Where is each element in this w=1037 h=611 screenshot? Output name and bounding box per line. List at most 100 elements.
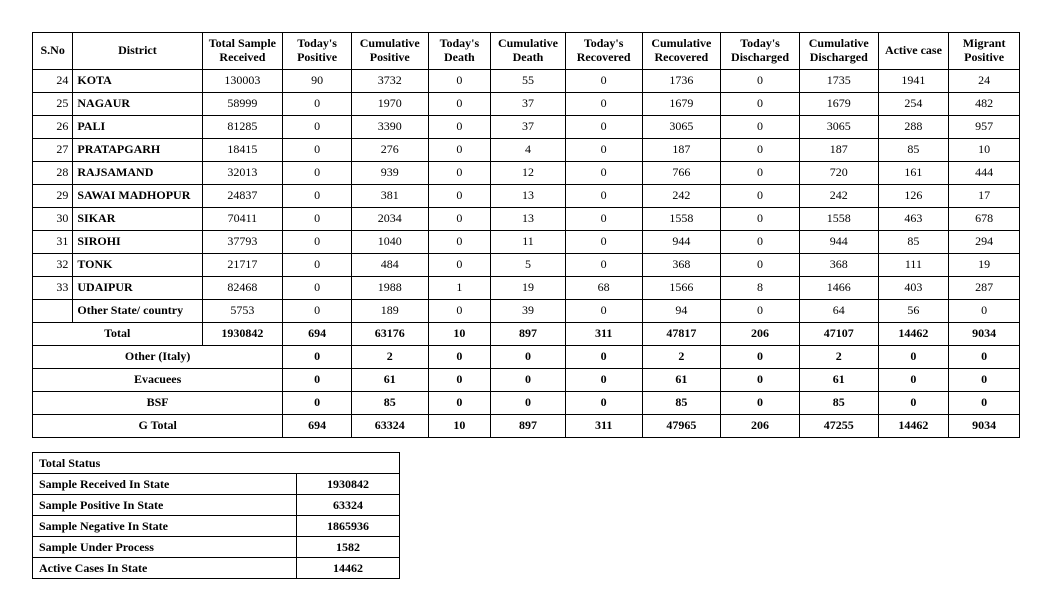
- cell-total_sample: 24837: [202, 185, 283, 208]
- cell-cum_discharged: 1679: [799, 93, 878, 116]
- cell-todays_discharged: 0: [721, 254, 800, 277]
- cell-sno: 25: [33, 93, 73, 116]
- cell-migrant_positive: 10: [949, 139, 1020, 162]
- cell-todays_recovered: 0: [565, 254, 642, 277]
- cell-active_case: 126: [878, 185, 949, 208]
- cell-cum_recovered: 47965: [642, 415, 721, 438]
- cell-todays_recovered: 311: [565, 323, 642, 346]
- cell-total_sample: 58999: [202, 93, 283, 116]
- status-row: Active Cases In State14462: [33, 558, 400, 579]
- cell-cum_death: 0: [491, 392, 566, 415]
- status-value: 1930842: [297, 474, 400, 495]
- cell-migrant_positive: 0: [949, 369, 1020, 392]
- status-value: 1865936: [297, 516, 400, 537]
- col-cum_positive: Cumulative Positive: [351, 33, 428, 70]
- col-active_case: Active case: [878, 33, 949, 70]
- cell-todays_discharged: 0: [721, 231, 800, 254]
- table-row: 30SIKAR70411020340130155801558463678: [33, 208, 1020, 231]
- col-cum_death: Cumulative Death: [491, 33, 566, 70]
- col-migrant_positive: Migrant Positive: [949, 33, 1020, 70]
- status-label: Sample Received In State: [33, 474, 297, 495]
- cell-cum_recovered: 766: [642, 162, 721, 185]
- col-total_sample: Total Sample Received: [202, 33, 283, 70]
- cell-district: PRATAPGARH: [73, 139, 202, 162]
- cell-cum_positive: 61: [351, 369, 428, 392]
- cell-todays_recovered: 311: [565, 415, 642, 438]
- cell-active_case: 1941: [878, 70, 949, 93]
- cell-active_case: 161: [878, 162, 949, 185]
- cell-district: RAJSAMAND: [73, 162, 202, 185]
- table-row: 29SAWAI MADHOPUR248370381013024202421261…: [33, 185, 1020, 208]
- cell-cum_recovered: 368: [642, 254, 721, 277]
- col-todays_recovered: Today's Recovered: [565, 33, 642, 70]
- cell-todays_death: 0: [428, 93, 491, 116]
- sub-total-row: Evacuees0610006106100: [33, 369, 1020, 392]
- cell-todays_positive: 0: [283, 346, 352, 369]
- total-status-table: Total StatusSample Received In State1930…: [32, 452, 400, 579]
- cell-todays_recovered: 0: [565, 116, 642, 139]
- cell-todays_positive: 0: [283, 139, 352, 162]
- cell-active_case: 0: [878, 369, 949, 392]
- cell-district: UDAIPUR: [73, 277, 202, 300]
- cell-cum_death: 13: [491, 185, 566, 208]
- cell-cum_recovered: 242: [642, 185, 721, 208]
- cell-sno: 33: [33, 277, 73, 300]
- cell-cum_death: 37: [491, 93, 566, 116]
- cell-todays_discharged: 206: [721, 415, 800, 438]
- cell-cum_death: 4: [491, 139, 566, 162]
- cell-active_case: 288: [878, 116, 949, 139]
- status-label: Active Cases In State: [33, 558, 297, 579]
- cell-todays_recovered: 0: [565, 300, 642, 323]
- cell-cum_death: 897: [491, 323, 566, 346]
- cell-active_case: 14462: [878, 415, 949, 438]
- cell-cum_discharged: 61: [799, 369, 878, 392]
- cell-cum_death: 13: [491, 208, 566, 231]
- sub-total-row: BSF0850008508500: [33, 392, 1020, 415]
- cell-cum_discharged: 64: [799, 300, 878, 323]
- cell-migrant_positive: 294: [949, 231, 1020, 254]
- cell-migrant_positive: 19: [949, 254, 1020, 277]
- status-header: Total Status: [33, 453, 400, 474]
- col-district: District: [73, 33, 202, 70]
- cell-district: Other State/ country: [73, 300, 202, 323]
- cell-cum_positive: 276: [351, 139, 428, 162]
- cell-todays_positive: 0: [283, 254, 352, 277]
- cell-todays_discharged: 0: [721, 208, 800, 231]
- cell-todays_recovered: 0: [565, 139, 642, 162]
- cell-migrant_positive: 24: [949, 70, 1020, 93]
- cell-cum_positive: 1040: [351, 231, 428, 254]
- cell-active_case: 463: [878, 208, 949, 231]
- cell-todays_discharged: 0: [721, 70, 800, 93]
- cell-cum_discharged: 1558: [799, 208, 878, 231]
- cell-cum_positive: 484: [351, 254, 428, 277]
- sub-label: Other (Italy): [33, 346, 283, 369]
- cell-active_case: 85: [878, 139, 949, 162]
- cell-district: PALI: [73, 116, 202, 139]
- grand-total-row: G Total694633241089731147965206472551446…: [33, 415, 1020, 438]
- cell-todays_death: 0: [428, 70, 491, 93]
- status-label: Sample Positive In State: [33, 495, 297, 516]
- cell-active_case: 254: [878, 93, 949, 116]
- cell-cum_recovered: 944: [642, 231, 721, 254]
- cell-todays_discharged: 0: [721, 116, 800, 139]
- sub-label: Evacuees: [33, 369, 283, 392]
- cell-cum_positive: 3732: [351, 70, 428, 93]
- cell-cum_positive: 3390: [351, 116, 428, 139]
- cell-cum_death: 19: [491, 277, 566, 300]
- cell-sno: 26: [33, 116, 73, 139]
- cell-migrant_positive: 0: [949, 392, 1020, 415]
- cell-cum_discharged: 3065: [799, 116, 878, 139]
- table-row: Other State/ country57530189039094064560: [33, 300, 1020, 323]
- cell-todays_recovered: 0: [565, 162, 642, 185]
- cell-sno: 32: [33, 254, 73, 277]
- cell-todays_recovered: 0: [565, 369, 642, 392]
- cell-district: SIROHI: [73, 231, 202, 254]
- cell-todays_death: 0: [428, 139, 491, 162]
- cell-cum_recovered: 2: [642, 346, 721, 369]
- cell-cum_positive: 2034: [351, 208, 428, 231]
- cell-cum_recovered: 1566: [642, 277, 721, 300]
- cell-sno: 30: [33, 208, 73, 231]
- cell-cum_death: 12: [491, 162, 566, 185]
- cell-cum_discharged: 2: [799, 346, 878, 369]
- cell-migrant_positive: 0: [949, 346, 1020, 369]
